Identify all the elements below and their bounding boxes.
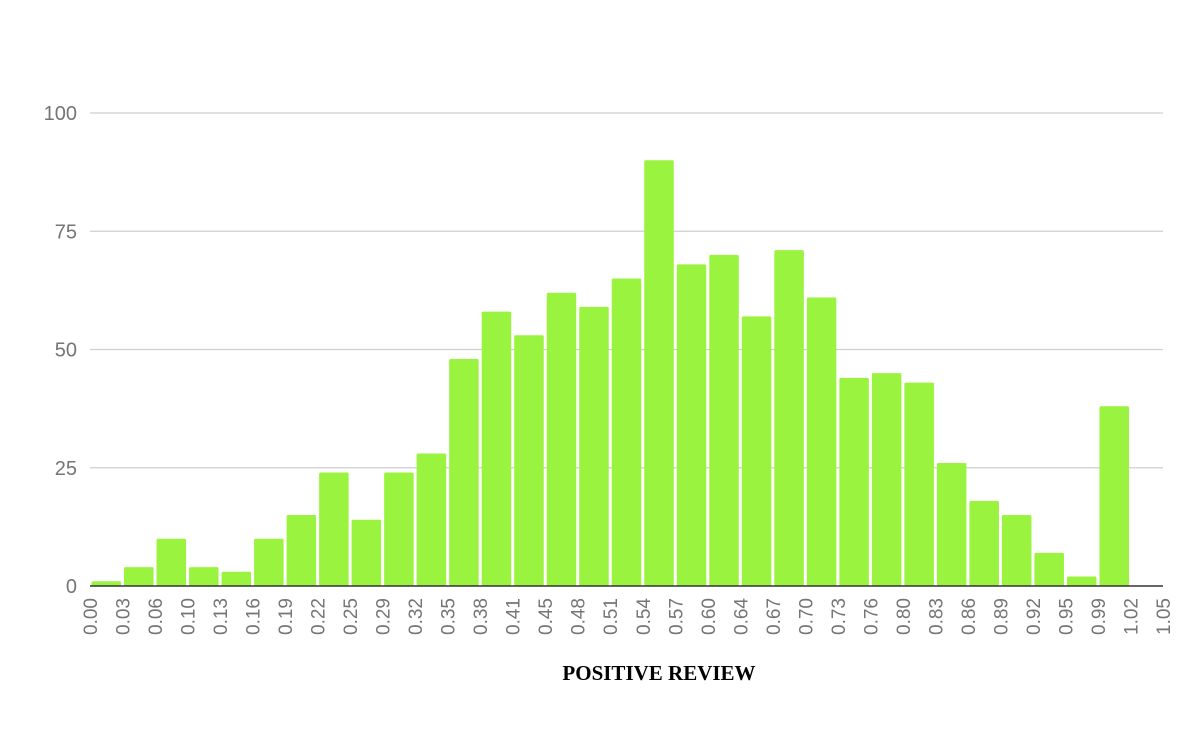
histogram-bar <box>416 453 447 586</box>
x-tick-label: 0.95 <box>1056 598 1077 635</box>
histogram-bar <box>611 278 642 586</box>
x-axis-tick-labels: 0.00 0.03 0.06 0.10 0.13 0.16 0.19 0.22 0.25 0.29… <box>81 598 1175 635</box>
x-tick-label: 0.83 <box>926 598 947 635</box>
x-tick-label: 0.57 <box>666 598 687 635</box>
histogram-bar <box>1099 406 1129 586</box>
histogram-bar <box>1034 552 1064 586</box>
histogram-bar <box>91 581 122 586</box>
x-tick-label: 0.41 <box>504 598 525 635</box>
histogram-bar <box>904 382 934 586</box>
x-tick-label: 0.76 <box>861 598 882 635</box>
x-tick-label: 0.00 <box>81 598 102 635</box>
histogram-bar <box>481 311 512 586</box>
y-tick-label: 100 <box>44 103 77 125</box>
histogram-bar <box>676 264 707 586</box>
x-tick-label: 1.02 <box>1121 598 1142 635</box>
x-tick-label: 0.16 <box>244 598 265 635</box>
x-tick-label: 0.32 <box>406 598 427 635</box>
x-tick-label: 0.19 <box>276 598 297 635</box>
x-tick-label: 0.54 <box>634 598 655 635</box>
histogram-bar <box>449 358 479 586</box>
histogram-bar <box>546 292 577 586</box>
histogram-bar <box>936 463 967 586</box>
y-axis-tick-labels: 0 25 50 75 100 <box>44 103 77 598</box>
histogram-bar <box>124 567 154 586</box>
histogram-bar <box>189 567 219 586</box>
histogram-bar <box>384 472 414 586</box>
y-tick-label: 75 <box>55 221 77 243</box>
bars <box>91 160 1129 587</box>
histogram-bar <box>286 515 317 586</box>
x-tick-label: 0.35 <box>439 598 460 635</box>
histogram-bar <box>774 250 804 587</box>
histogram-bar <box>579 306 609 586</box>
histogram-bar <box>969 500 999 586</box>
x-tick-label: 0.13 <box>211 598 232 635</box>
x-tick-label: 0.22 <box>309 598 330 635</box>
histogram-bar <box>741 316 772 586</box>
x-tick-label: 0.51 <box>601 598 622 635</box>
x-tick-label: 0.25 <box>341 598 362 635</box>
histogram-bar <box>156 538 187 586</box>
x-tick-label: 0.70 <box>796 598 817 635</box>
x-tick-label: 0.73 <box>829 598 850 635</box>
x-tick-label: 0.29 <box>374 598 395 635</box>
histogram-bar <box>806 297 837 586</box>
histogram-bar <box>351 519 382 586</box>
histogram-bar <box>871 373 902 586</box>
histogram-bar <box>709 254 739 586</box>
x-tick-label: 0.45 <box>536 598 557 635</box>
histogram-bar <box>514 335 544 586</box>
x-tick-label: 0.92 <box>1024 598 1045 635</box>
y-tick-label: 0 <box>66 576 77 598</box>
histogram-bar <box>644 160 674 587</box>
x-tick-label: 0.60 <box>699 598 720 635</box>
histogram-bar <box>1001 515 1032 586</box>
x-tick-label: 0.10 <box>179 598 200 635</box>
x-tick-label: 1.05 <box>1154 598 1175 635</box>
x-tick-label: 0.38 <box>471 598 492 635</box>
histogram-bar <box>1066 576 1097 586</box>
x-tick-label: 0.67 <box>764 598 785 635</box>
x-tick-label: 0.80 <box>894 598 915 635</box>
x-tick-label: 0.86 <box>959 598 980 635</box>
x-axis-title: POSITIVE REVIEW <box>562 661 755 685</box>
x-tick-label: 0.48 <box>569 598 590 635</box>
histogram-bar <box>254 538 284 586</box>
x-tick-label: 0.64 <box>731 598 752 635</box>
x-tick-label: 0.89 <box>991 598 1012 635</box>
histogram-bar <box>319 472 349 586</box>
histogram-bar <box>839 377 869 586</box>
histogram-bar <box>221 571 252 586</box>
x-tick-label: 0.99 <box>1089 598 1110 635</box>
y-tick-label: 25 <box>55 458 77 480</box>
y-tick-label: 50 <box>55 340 77 362</box>
x-tick-label: 0.06 <box>146 598 167 635</box>
x-tick-label: 0.03 <box>114 598 135 635</box>
